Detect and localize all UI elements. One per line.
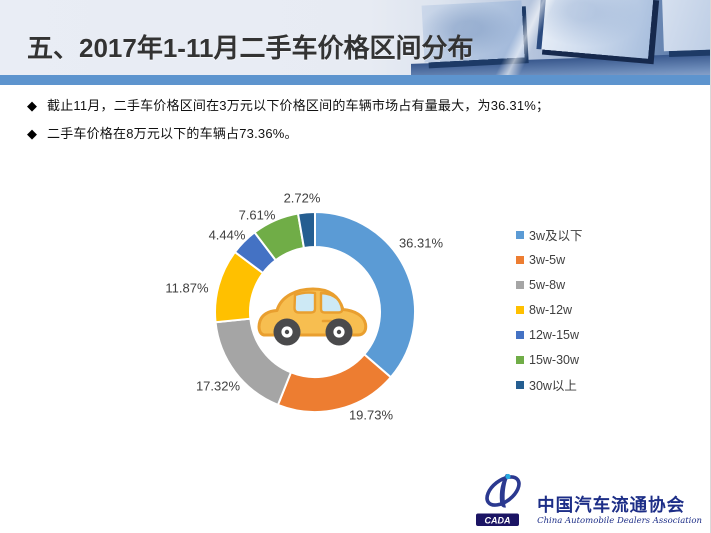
car-icon xyxy=(257,283,373,349)
legend-item-15w-30w: 15w-30w xyxy=(516,347,582,372)
logo-text-block: 中国汽车流通协会 China Automobile Dealers Associ… xyxy=(537,496,702,527)
logo-chinese-name: 中国汽车流通协会 xyxy=(537,496,686,516)
car-wheel-rear-center xyxy=(284,329,290,335)
slice-label-30w以上: 2.72% xyxy=(284,191,321,206)
accent-bar xyxy=(0,75,710,85)
cada-logo: CADA 中国汽车流通协会 China Automobile Dealers A… xyxy=(475,471,702,527)
emblem-ellipse xyxy=(485,475,521,507)
legend-item-3w及以下: 3w及以下 xyxy=(516,222,582,247)
car-rear-window xyxy=(293,291,317,314)
donut-chart: 36.31% 19.73% 17.32% 11.87% 4.44% 7.61% 2.72% xyxy=(140,185,470,443)
bullet-text-2: 二手车价格在8万元以下的车辆占73.36%。 xyxy=(47,126,298,141)
bullet-text-1: 截止11月，二手车价格区间在3万元以下价格区间的车辆市场占有量最大，为36.31… xyxy=(47,98,550,113)
legend-item-5w-8w: 5w-8w xyxy=(516,272,582,297)
slide-header: 五、2017年1-11月二手车价格区间分布 xyxy=(0,0,710,75)
legend-label: 3w及以下 xyxy=(529,229,583,243)
legend-swatch-icon xyxy=(516,230,524,239)
legend-item-3w-5w: 3w-5w xyxy=(516,247,582,272)
decor-cube-2 xyxy=(536,0,654,59)
car-wheel-front-center xyxy=(336,329,342,335)
bullet-item-2: ◆ 二手车价格在8万元以下的车辆占73.36%。 xyxy=(27,125,687,142)
car-icon-svg xyxy=(257,287,368,346)
cada-emblem-icon: CADA xyxy=(476,473,521,526)
legend-item-12w-15w: 12w-15w xyxy=(516,322,582,347)
legend-swatch-icon xyxy=(516,255,524,264)
slice-label-5w-8w: 17.32% xyxy=(196,379,241,394)
legend-label: 30w以上 xyxy=(529,379,577,393)
bullet-item-1: ◆ 截止11月，二手车价格区间在3万元以下价格区间的车辆市场占有量最大，为36.… xyxy=(27,97,687,114)
legend-label: 12w-15w xyxy=(529,327,580,342)
legend-swatch-icon xyxy=(516,380,524,389)
emblem-figure xyxy=(499,474,510,508)
emblem-acronym-box xyxy=(476,513,520,526)
legend-item-8w-12w: 8w-12w xyxy=(516,297,582,322)
slice-label-3w及以下: 36.31% xyxy=(399,236,444,251)
diamond-bullet-icon: ◆ xyxy=(27,126,37,141)
legend-label: 8w-12w xyxy=(529,302,573,317)
emblem-acronym-text: CADA xyxy=(485,515,511,525)
legend-label: 15w-30w xyxy=(529,352,580,367)
donut-slice-30w以上 xyxy=(296,211,316,249)
car-windshield xyxy=(319,291,344,314)
donut-slice-3w-5w xyxy=(276,353,392,413)
slice-label-3w-5w: 19.73% xyxy=(349,408,394,423)
legend-item-30w以上: 30w以上 xyxy=(516,372,582,397)
decor-cube-3 xyxy=(662,0,710,52)
legend-swatch-icon xyxy=(516,355,524,364)
legend-label: 3w-5w xyxy=(529,252,566,267)
logo-english-name: China Automobile Dealers Association xyxy=(537,516,702,526)
diamond-bullet-icon: ◆ xyxy=(27,98,37,113)
donut-chart-svg: 36.31% 19.73% 17.32% 11.87% 4.44% 7.61% 2.72% xyxy=(165,191,444,423)
legend-swatch-icon xyxy=(516,305,524,314)
legend-label: 5w-8w xyxy=(529,277,566,292)
slice-label-12w-15w: 4.44% xyxy=(209,228,246,243)
emblem-accent-dot xyxy=(505,473,511,480)
legend-swatch-icon xyxy=(516,330,524,339)
donut-slice-3w及以下 xyxy=(314,211,416,379)
legend-swatch-icon xyxy=(516,280,524,289)
chart-legend: 3w及以下 3w-5w 5w-8w 8w-12w 12w-15w 15w-30w 30w以上 xyxy=(516,222,582,397)
slice-label-15w-30w: 7.61% xyxy=(239,208,276,223)
page-title: 五、2017年1-11月二手车价格区间分布 xyxy=(27,33,474,63)
slice-label-8w-12w: 11.87% xyxy=(165,281,209,296)
